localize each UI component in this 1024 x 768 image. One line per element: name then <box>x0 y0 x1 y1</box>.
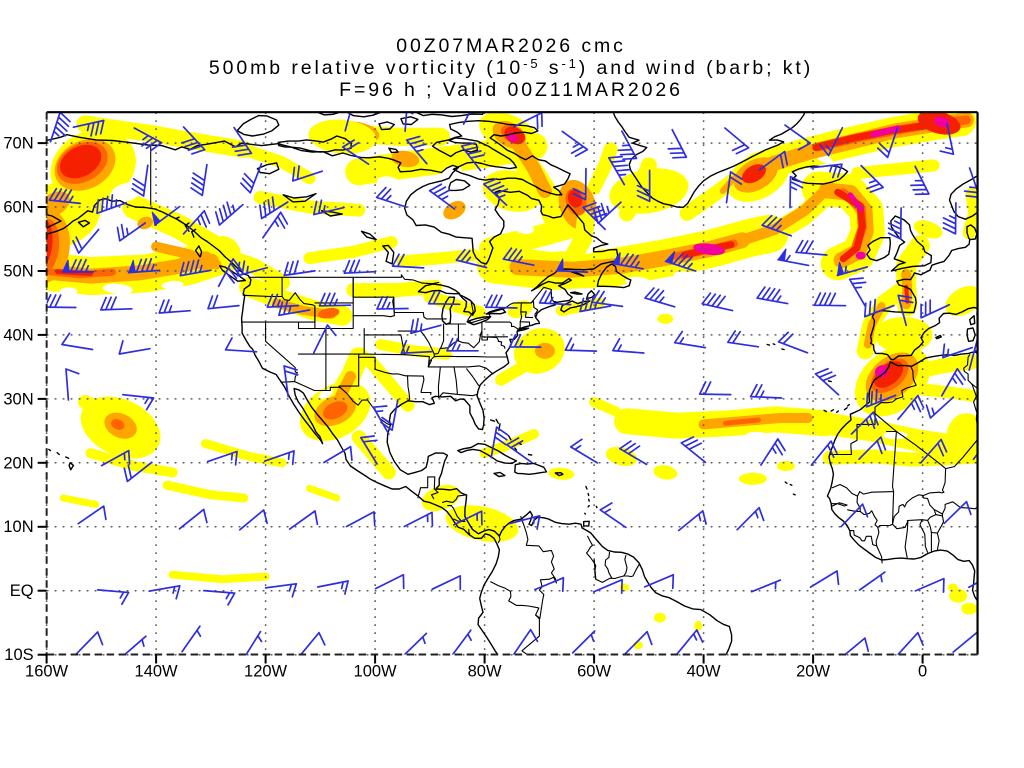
svg-text:20W: 20W <box>796 663 830 681</box>
svg-text:F=96 h ; Valid 00Z11MAR202: F=96 h ; Valid 00Z11MAR2026 <box>339 79 683 101</box>
svg-text:0: 0 <box>918 663 927 681</box>
svg-text:140W: 140W <box>135 663 179 681</box>
svg-text:70N: 70N <box>3 135 33 153</box>
svg-text:60W: 60W <box>577 663 611 681</box>
svg-text:30N: 30N <box>3 390 33 408</box>
svg-text:10S: 10S <box>4 646 33 664</box>
svg-text:EQ: EQ <box>10 582 34 600</box>
svg-text:500mb relative vorticity (1: 500mb relative vorticity (10-5 s-1) and … <box>209 56 813 79</box>
svg-text:00Z07MAR2026 cmc: 00Z07MAR2026 cmc <box>396 35 626 57</box>
svg-text:100W: 100W <box>354 663 398 681</box>
svg-text:20N: 20N <box>3 454 33 472</box>
svg-text:160W: 160W <box>25 663 69 681</box>
svg-text:50N: 50N <box>3 263 33 281</box>
svg-text:80W: 80W <box>468 663 502 681</box>
svg-text:60N: 60N <box>3 199 33 217</box>
svg-text:40N: 40N <box>3 326 33 344</box>
svg-text:40W: 40W <box>687 663 721 681</box>
svg-text:10N: 10N <box>3 518 33 536</box>
svg-text:120W: 120W <box>244 663 288 681</box>
